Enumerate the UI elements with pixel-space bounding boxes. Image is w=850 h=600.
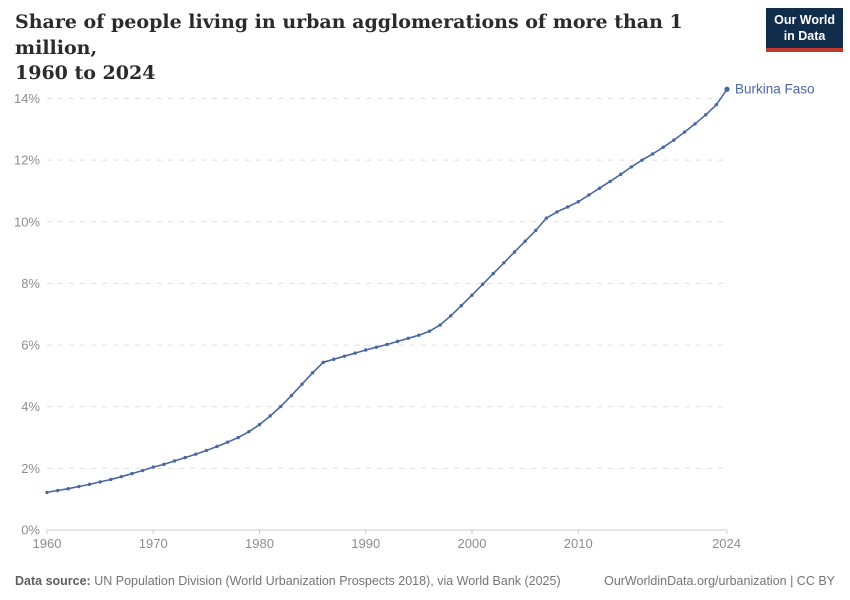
data-source-label: Data source: — [15, 574, 91, 588]
data-point-1984 — [300, 382, 304, 386]
data-point-1989 — [353, 351, 357, 355]
logo-line-2: in Data — [783, 28, 826, 43]
data-point-2015 — [629, 165, 634, 169]
data-point-1963 — [77, 484, 81, 489]
data-point-1966 — [109, 477, 113, 482]
data-point-2004 — [512, 250, 517, 254]
x-tick-label-1970: 1970 — [139, 536, 168, 551]
data-point-2016 — [640, 158, 644, 162]
title-line-2: 1960 to 2024 — [15, 62, 156, 85]
data-point-2009 — [565, 205, 570, 209]
data-point-1988 — [342, 354, 347, 358]
x-tick-label-2010: 2010 — [564, 536, 593, 551]
data-point-1972 — [172, 459, 177, 463]
data-point-1975 — [204, 448, 209, 453]
y-tick-label-6: 6% — [21, 338, 40, 353]
data-point-1980 — [257, 422, 262, 427]
data-point-2011 — [587, 193, 591, 197]
data-point-1967 — [119, 474, 124, 479]
data-point-1976 — [215, 444, 219, 449]
series-end-label: Burkina Faso — [735, 81, 815, 96]
data-source-text: UN Population Division (World Urbanizati… — [90, 574, 561, 588]
y-tick-label-10: 10% — [14, 214, 40, 229]
y-tick-label-2: 2% — [21, 461, 40, 476]
chart-footer: Data source: UN Population Division (Wor… — [0, 574, 850, 588]
y-tick-label-8: 8% — [21, 276, 40, 291]
data-point-1968 — [130, 471, 134, 476]
data-point-2001 — [480, 282, 485, 287]
data-point-1965 — [98, 480, 102, 484]
data-point-2008 — [555, 210, 559, 214]
data-point-1970 — [151, 465, 155, 469]
data-point-2003 — [502, 261, 506, 265]
y-tick-label-12: 12% — [14, 153, 40, 168]
data-point-2019 — [672, 138, 676, 142]
data-point-1999 — [459, 303, 464, 308]
data-point-2012 — [597, 186, 602, 190]
license-note[interactable]: OurWorldinData.org/urbanization | CC BY — [604, 574, 835, 588]
data-point-2005 — [523, 239, 527, 243]
data-point-2002 — [491, 271, 495, 276]
data-point-2018 — [661, 145, 665, 149]
y-tick-label-4: 4% — [21, 399, 40, 414]
data-point-1997 — [438, 323, 442, 327]
data-point-1981 — [268, 414, 272, 418]
data-point-2013 — [608, 179, 612, 184]
data-point-2024 — [724, 86, 730, 92]
logo-line-1: Our World — [774, 13, 835, 27]
y-tick-label-14: 14% — [14, 91, 40, 106]
data-point-1993 — [395, 339, 400, 344]
data-point-2014 — [619, 172, 623, 177]
x-tick-label-2000: 2000 — [458, 536, 487, 551]
data-point-1979 — [247, 429, 251, 434]
data-point-1962 — [66, 486, 70, 491]
data-point-1971 — [162, 462, 166, 467]
data-point-1960 — [45, 490, 49, 495]
data-point-1987 — [332, 357, 336, 361]
data-point-1982 — [279, 404, 283, 409]
data-point-1991 — [374, 345, 379, 349]
data-point-1985 — [310, 371, 315, 375]
x-tick-label-1980: 1980 — [245, 536, 274, 551]
data-point-1983 — [289, 393, 294, 398]
data-point-1998 — [449, 314, 453, 318]
data-point-1961 — [55, 488, 60, 493]
data-point-1964 — [87, 482, 92, 487]
x-tick-label-2024: 2024 — [712, 536, 741, 551]
data-point-2006 — [534, 228, 538, 233]
data-point-2022 — [704, 113, 708, 117]
owid-logo: Our World in Data — [766, 8, 843, 53]
data-point-1986 — [321, 360, 325, 365]
data-point-1973 — [183, 455, 187, 460]
data-point-2017 — [650, 152, 655, 156]
data-point-2010 — [576, 200, 580, 204]
data-point-1974 — [194, 452, 198, 456]
data-point-1994 — [406, 336, 410, 340]
data-point-1990 — [364, 348, 368, 352]
data-point-2021 — [693, 122, 697, 126]
data-point-1992 — [385, 342, 389, 347]
x-tick-label-1990: 1990 — [351, 536, 380, 551]
data-point-2000 — [470, 293, 474, 297]
data-source-note: Data source: UN Population Division (Wor… — [15, 574, 561, 588]
data-point-2020 — [682, 130, 687, 134]
data-point-1978 — [236, 435, 240, 440]
x-tick-label-1960: 1960 — [33, 536, 62, 551]
data-point-1969 — [140, 468, 145, 473]
chart-header: Share of people living in urban agglomer… — [15, 10, 760, 87]
data-point-2007 — [544, 216, 549, 220]
data-point-2023 — [714, 102, 719, 107]
data-point-1995 — [417, 333, 421, 337]
title-line-1: Share of people living in urban agglomer… — [15, 11, 683, 59]
data-point-1977 — [225, 440, 230, 444]
y-tick-label-0: 0% — [21, 523, 40, 538]
page-title: Share of people living in urban agglomer… — [15, 10, 760, 87]
data-point-1996 — [427, 329, 432, 333]
series-line-burkina-faso — [46, 88, 728, 494]
